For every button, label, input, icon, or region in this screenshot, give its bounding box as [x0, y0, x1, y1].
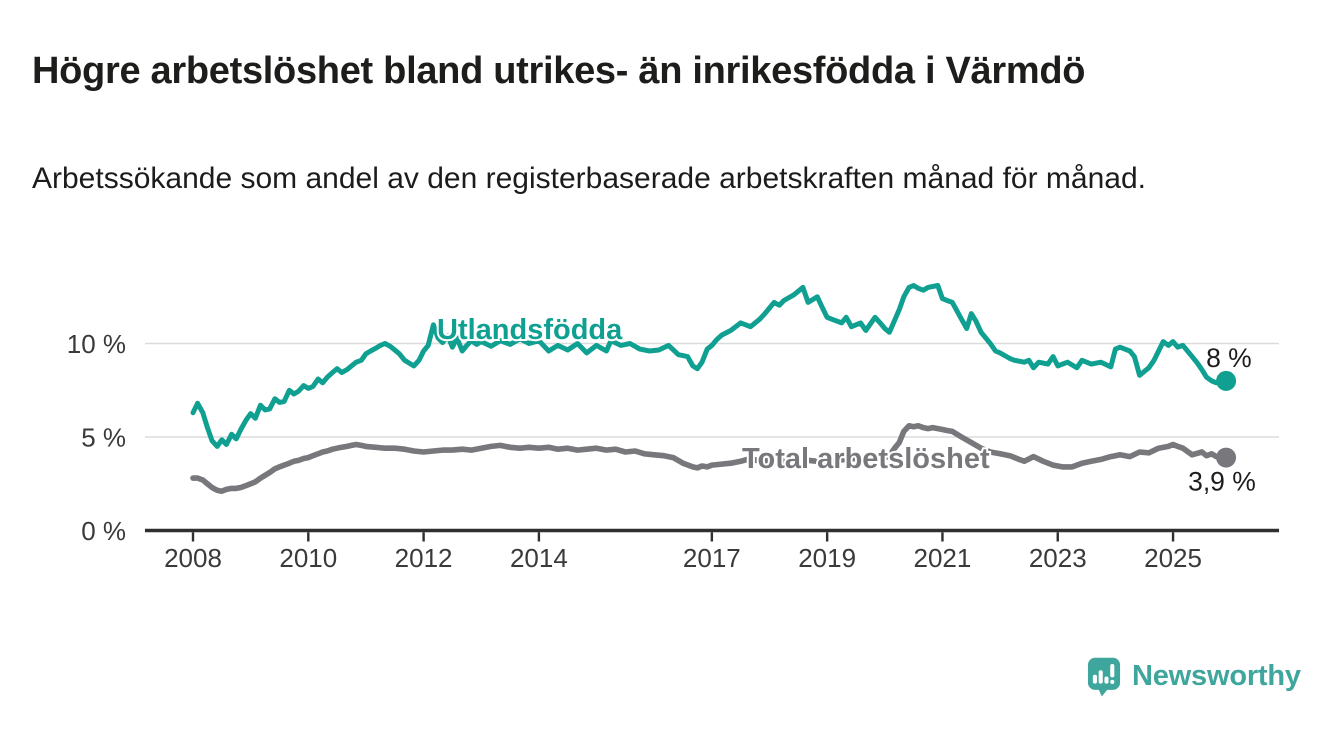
x-axis-label: 2025: [1144, 543, 1202, 573]
chart-subtitle: Arbetssökande som andel av den registerb…: [32, 162, 1146, 195]
chart-title: Högre arbetslöshet bland utrikes- än inr…: [32, 50, 1086, 93]
series-line-utlandsfodda: [190, 283, 1229, 449]
series-label-utlandsfodda: Utlandsfödda: [437, 314, 623, 346]
x-axis-label: 2008: [164, 543, 222, 573]
newsworthy-logo-icon: [1087, 657, 1121, 697]
series-end-dot-utlandsfodda: [1216, 370, 1237, 391]
y-axis-label: 0 %: [81, 516, 126, 546]
newsworthy-logo: Newsworthy: [1086, 656, 1301, 697]
y-axis-label: 5 %: [81, 423, 126, 453]
x-axis-label: 2012: [395, 543, 453, 573]
x-axis-label: 2017: [683, 543, 741, 573]
y-axis-label: 10 %: [67, 329, 126, 359]
end-value-label-utlandsfodda: 8 %: [1206, 343, 1252, 373]
x-axis-label: 2014: [510, 543, 568, 573]
x-axis-label: 2023: [1029, 543, 1087, 573]
newsworthy-logo-text: Newsworthy: [1132, 660, 1301, 692]
x-axis-label: 2021: [914, 543, 972, 573]
x-axis-label: 2019: [798, 543, 856, 573]
series-end-dot-total: [1216, 447, 1237, 468]
end-value-label-total: 3,9 %: [1188, 467, 1256, 497]
series-label-total: Total arbetslöshet: [742, 443, 990, 475]
series-line-total: [190, 422, 1229, 495]
x-axis-label: 2010: [279, 543, 337, 573]
